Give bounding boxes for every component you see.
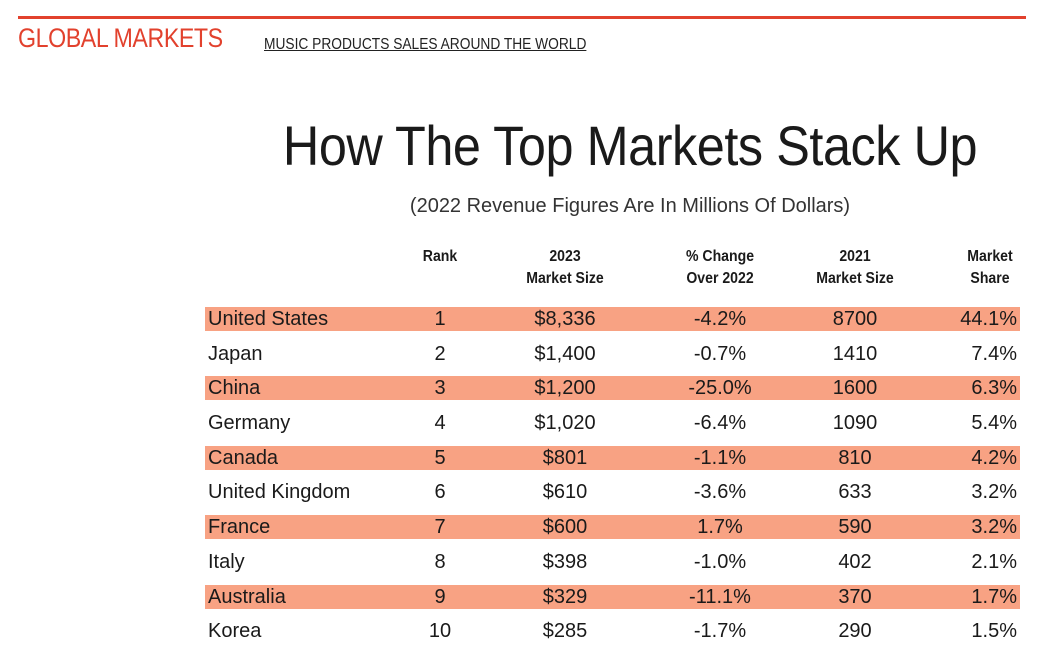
market-size-2021-cell: 8700 — [832, 308, 878, 330]
column-header-2023-market-size: 2023 Market Size — [512, 246, 618, 290]
rank-cell: 6 — [434, 481, 446, 504]
market-size-2023-cell: $329 — [542, 585, 588, 608]
market-size-2023-cell: $8,336 — [534, 308, 596, 330]
column-header-line: 2023 — [549, 248, 581, 265]
market-share-cell: 5.4% — [971, 412, 1017, 435]
section-header: GLOBAL MARKETS MUSIC PRODUCTS SALES AROU… — [18, 23, 586, 53]
column-header-line: % Change — [685, 248, 755, 265]
table-header: Rank 2023 Market Size % Change Over 2022… — [205, 246, 1020, 296]
country-cell: Canada — [208, 446, 279, 469]
country-cell: Korea — [208, 620, 262, 643]
column-header-line: Over 2022 — [686, 270, 754, 287]
market-size-2023-cell: $398 — [542, 550, 588, 573]
rank-cell: 4 — [434, 412, 446, 435]
market-size-2021-cell: 590 — [838, 516, 872, 539]
market-share-cell: 2.1% — [971, 550, 1017, 573]
column-header-line: 2021 — [839, 248, 871, 265]
market-size-2023-cell: $801 — [542, 446, 588, 469]
percent-change-cell: -6.4% — [693, 412, 747, 435]
column-header-percent-change: % Change Over 2022 — [663, 246, 777, 290]
market-size-2021-cell: 1410 — [832, 342, 878, 365]
table-row: Korea 10 $285 -1.7% 290 1.5% — [205, 619, 1020, 643]
table-row: France 7 $600 1.7% 590 3.2% — [205, 515, 1020, 540]
percent-change-cell: -4.2% — [693, 308, 747, 330]
market-share-cell: 6.3% — [971, 377, 1017, 400]
market-table: United States 1 $8,336 -4.2% 8700 44.1% Japan 2… — [205, 307, 1020, 654]
column-header-line: Market — [967, 248, 1013, 265]
market-size-2023-cell: $610 — [542, 481, 588, 504]
column-header-line: Rank — [422, 248, 458, 265]
column-header-rank: Rank — [414, 246, 467, 268]
market-share-cell: 3.2% — [971, 516, 1017, 539]
table-row: Germany 4 $1,020 -6.4% 1090 5.4% — [205, 411, 1020, 435]
table-row: United Kingdom 6 $610 -3.6% 633 3.2% — [205, 480, 1020, 504]
column-header-line: Market Size — [526, 270, 604, 287]
market-size-2021-cell: 633 — [838, 481, 872, 504]
market-share-cell: 4.2% — [971, 446, 1017, 469]
country-cell: United Kingdom — [208, 481, 351, 504]
country-cell: China — [208, 377, 261, 400]
market-size-2021-cell: 1090 — [832, 412, 878, 435]
table-row: United States 1 $8,336 -4.2% 8700 44.1% — [205, 307, 1020, 331]
market-share-cell: 1.7% — [971, 585, 1017, 608]
column-header-line: Market Size — [816, 270, 894, 287]
rank-cell: 10 — [428, 620, 452, 643]
percent-change-cell: -1.0% — [693, 550, 747, 573]
market-size-2023-cell: $600 — [542, 516, 588, 539]
percent-change-cell: -1.7% — [693, 620, 747, 643]
market-share-cell: 44.1% — [960, 308, 1017, 330]
market-share-cell: 3.2% — [971, 481, 1017, 504]
market-size-2021-cell: 1600 — [832, 377, 878, 400]
market-size-2023-cell: $1,020 — [534, 412, 596, 435]
market-size-2023-cell: $1,200 — [534, 377, 596, 400]
table-row: Australia 9 $329 -11.1% 370 1.7% — [205, 584, 1020, 609]
column-header-2021-market-size: 2021 Market Size — [802, 246, 908, 290]
top-rule — [18, 16, 1026, 19]
market-size-2021-cell: 290 — [838, 620, 872, 643]
table-row: Canada 5 $801 -1.1% 810 4.2% — [205, 445, 1020, 470]
market-size-2023-cell: $285 — [542, 620, 588, 643]
market-size-2023-cell: $1,400 — [534, 342, 596, 365]
country-cell: Germany — [208, 412, 291, 435]
market-size-2021-cell: 370 — [838, 585, 872, 608]
column-header-market-share: Market Share — [946, 246, 1034, 290]
country-cell: France — [208, 516, 271, 539]
country-cell: United States — [208, 308, 329, 330]
section-subtitle: MUSIC PRODUCTS SALES AROUND THE WORLD — [264, 36, 587, 53]
rank-cell: 2 — [434, 342, 446, 365]
market-share-cell: 7.4% — [971, 342, 1017, 365]
market-size-2021-cell: 402 — [838, 550, 872, 573]
rank-cell: 9 — [434, 585, 446, 608]
market-size-2021-cell: 810 — [838, 446, 872, 469]
rank-cell: 8 — [434, 550, 446, 573]
market-share-cell: 1.5% — [971, 620, 1017, 643]
table-row: China 3 $1,200 -25.0% 1600 6.3% — [205, 376, 1020, 401]
percent-change-cell: -1.1% — [693, 446, 747, 469]
rank-cell: 5 — [434, 446, 446, 469]
percent-change-cell: -25.0% — [688, 377, 752, 400]
section-title: GLOBAL MARKETS — [18, 23, 223, 53]
percent-change-cell: -11.1% — [689, 585, 751, 608]
rank-cell: 1 — [434, 308, 446, 330]
table-row: Japan 2 $1,400 -0.7% 1410 7.4% — [205, 342, 1020, 366]
column-header-line: Share — [970, 270, 1010, 287]
page-title: How The Top Markets Stack Up — [282, 114, 978, 177]
country-cell: Japan — [208, 342, 263, 365]
table-row: Italy 8 $398 -1.0% 402 2.1% — [205, 550, 1020, 574]
percent-change-cell: -0.7% — [693, 342, 747, 365]
percent-change-cell: -3.6% — [693, 481, 747, 504]
rank-cell: 3 — [434, 377, 446, 400]
percent-change-cell: 1.7% — [697, 516, 743, 539]
country-cell: Italy — [208, 550, 245, 573]
page-subtitle: (2022 Revenue Figures Are In Millions Of… — [409, 195, 851, 217]
country-cell: Australia — [208, 585, 286, 608]
rank-cell: 7 — [434, 516, 446, 539]
